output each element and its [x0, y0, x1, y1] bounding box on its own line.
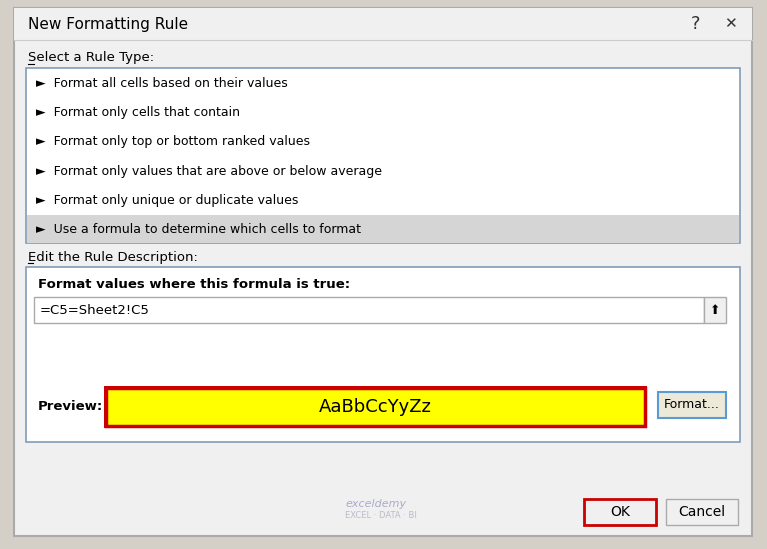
- FancyBboxPatch shape: [14, 8, 752, 536]
- Text: EXCEL · DATA · BI: EXCEL · DATA · BI: [345, 512, 417, 520]
- Text: ✕: ✕: [723, 16, 736, 31]
- Text: Preview:: Preview:: [38, 400, 104, 412]
- FancyBboxPatch shape: [584, 499, 656, 525]
- FancyBboxPatch shape: [26, 267, 740, 442]
- Text: New Formatting Rule: New Formatting Rule: [28, 16, 188, 31]
- Text: ►  Format only cells that contain: ► Format only cells that contain: [36, 107, 240, 119]
- FancyBboxPatch shape: [704, 297, 726, 323]
- Text: ►  Use a formula to determine which cells to format: ► Use a formula to determine which cells…: [36, 223, 361, 236]
- Text: Format...: Format...: [664, 399, 720, 412]
- Text: AaBbCcYyZz: AaBbCcYyZz: [319, 398, 432, 416]
- Text: Format values where this formula is true:: Format values where this formula is true…: [38, 278, 350, 292]
- Text: ►  Format all cells based on their values: ► Format all cells based on their values: [36, 77, 288, 90]
- Text: Edit the Rule Description:: Edit the Rule Description:: [28, 250, 198, 264]
- Text: OK: OK: [610, 505, 630, 519]
- Text: ►  Format only unique or duplicate values: ► Format only unique or duplicate values: [36, 194, 298, 207]
- Text: Cancel: Cancel: [679, 505, 726, 519]
- FancyBboxPatch shape: [27, 215, 739, 243]
- FancyBboxPatch shape: [106, 388, 645, 426]
- FancyBboxPatch shape: [658, 392, 726, 418]
- Text: exceldemy: exceldemy: [345, 499, 406, 509]
- Text: ►  Format only values that are above or below average: ► Format only values that are above or b…: [36, 165, 382, 177]
- Text: ?: ?: [691, 15, 701, 33]
- Text: ⬆: ⬆: [709, 304, 720, 317]
- FancyBboxPatch shape: [104, 386, 647, 428]
- FancyBboxPatch shape: [26, 68, 740, 243]
- Text: ►  Format only top or bottom ranked values: ► Format only top or bottom ranked value…: [36, 136, 310, 148]
- Text: Select a Rule Type:: Select a Rule Type:: [28, 52, 154, 64]
- FancyBboxPatch shape: [666, 499, 738, 525]
- FancyBboxPatch shape: [34, 297, 704, 323]
- FancyBboxPatch shape: [14, 8, 752, 40]
- Text: =C5=Sheet2!C5: =C5=Sheet2!C5: [40, 304, 150, 317]
